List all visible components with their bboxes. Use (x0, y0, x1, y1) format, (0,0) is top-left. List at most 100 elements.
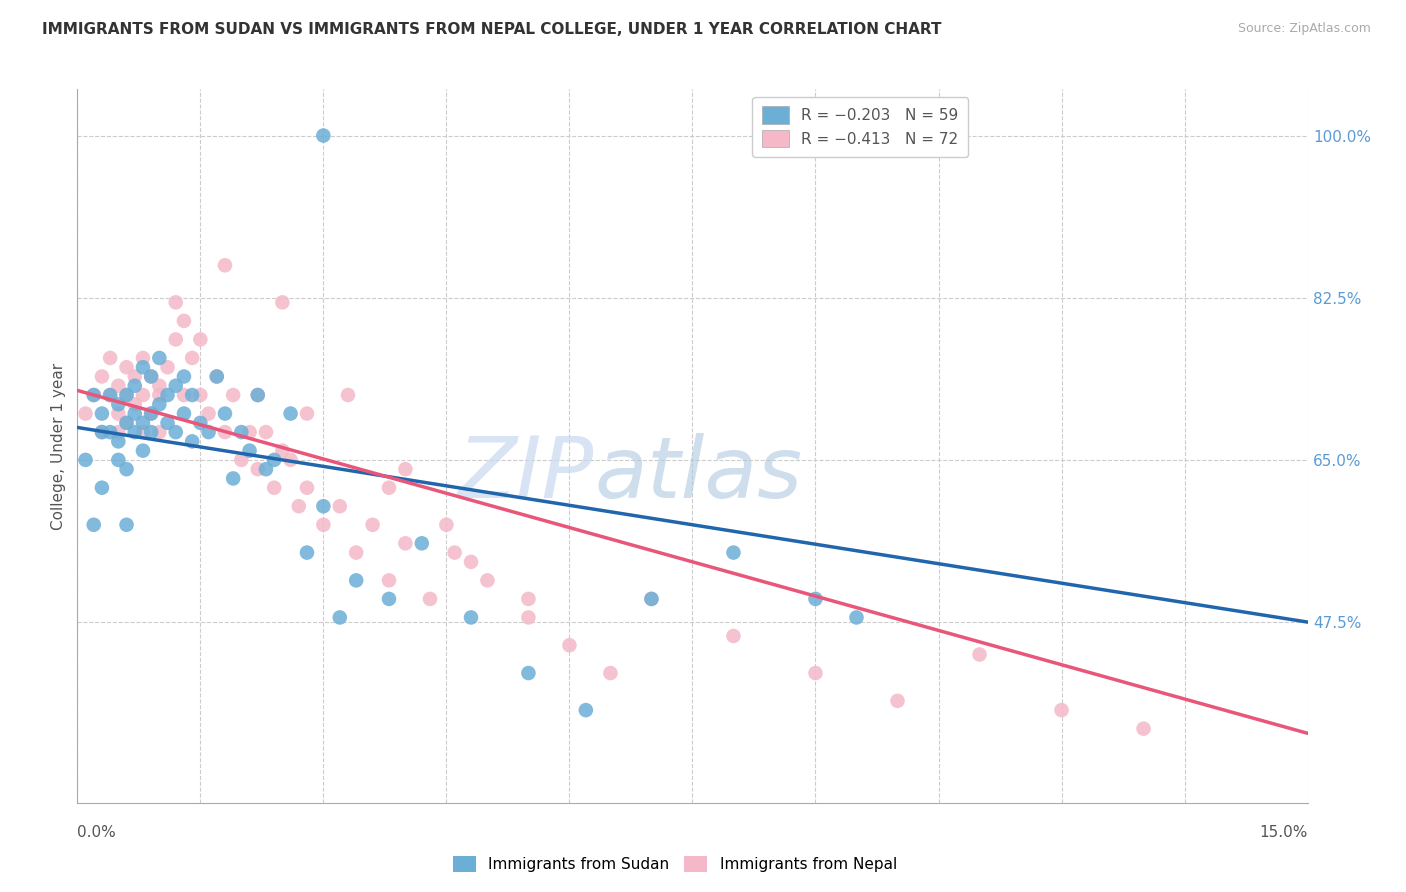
Point (804, 666, 827, 681)
Point (156, 416, 179, 430)
Point (460, 610, 482, 624)
Point (173, 369, 195, 384)
Point (188, 333, 212, 347)
Point (83, 517, 105, 532)
Point (205, 369, 228, 384)
Point (98, 351, 121, 365)
Point (181, 388, 204, 402)
Point (132, 351, 155, 365)
Point (173, 388, 195, 402)
Point (90, 425, 114, 439)
Point (148, 378, 170, 392)
Point (148, 388, 170, 402)
Point (156, 360, 179, 375)
Point (804, 591, 827, 606)
Point (460, 555, 482, 569)
Point (477, 574, 499, 588)
Point (231, 453, 253, 467)
Point (107, 378, 129, 392)
Point (886, 694, 908, 708)
Point (344, 574, 367, 588)
Point (411, 536, 433, 550)
Point (197, 407, 219, 421)
Point (723, 545, 745, 559)
Point (107, 434, 129, 449)
Point (312, 500, 335, 514)
Point (75, 407, 97, 421)
Point (295, 407, 318, 421)
Point (214, 258, 236, 272)
Point (165, 295, 187, 310)
Point (263, 481, 285, 495)
Point (378, 574, 401, 588)
Point (288, 500, 311, 514)
Point (280, 453, 302, 467)
Point (115, 416, 138, 430)
Point (969, 648, 991, 662)
Point (181, 434, 204, 449)
Point (115, 388, 138, 402)
Point (419, 591, 441, 606)
Point (394, 462, 416, 476)
Text: ZIP: ZIP (458, 433, 595, 516)
Point (231, 425, 253, 439)
Point (83, 388, 105, 402)
Point (197, 425, 219, 439)
Point (295, 481, 318, 495)
Point (115, 360, 138, 375)
Point (443, 545, 465, 559)
Point (214, 407, 236, 421)
Point (141, 425, 163, 439)
Point (239, 425, 262, 439)
Point (361, 517, 384, 532)
Point (148, 351, 170, 365)
Point (98, 425, 121, 439)
Point (188, 388, 212, 402)
Point (254, 425, 277, 439)
Point (337, 388, 360, 402)
Point (107, 453, 129, 467)
Point (83, 388, 105, 402)
Point (517, 591, 540, 606)
Point (107, 407, 129, 421)
Point (517, 610, 540, 624)
Point (1050, 703, 1073, 717)
Point (254, 462, 277, 476)
Point (115, 517, 138, 532)
Point (132, 416, 155, 430)
Point (558, 638, 581, 652)
Point (115, 462, 138, 476)
Point (132, 425, 155, 439)
Point (132, 443, 155, 458)
Point (165, 425, 187, 439)
Point (436, 517, 458, 532)
Text: IMMIGRANTS FROM SUDAN VS IMMIGRANTS FROM NEPAL COLLEGE, UNDER 1 YEAR CORRELATION: IMMIGRANTS FROM SUDAN VS IMMIGRANTS FROM… (42, 22, 942, 37)
Point (141, 407, 163, 421)
Point (124, 378, 146, 392)
Point (115, 388, 138, 402)
Point (1132, 722, 1154, 736)
Point (132, 360, 155, 375)
Point (107, 425, 129, 439)
Point (98, 388, 121, 402)
Point (165, 378, 187, 392)
Point (329, 500, 352, 514)
Point (148, 397, 170, 411)
Point (271, 443, 294, 458)
Point (205, 369, 228, 384)
Y-axis label: College, Under 1 year: College, Under 1 year (51, 362, 66, 530)
Point (378, 591, 401, 606)
Point (640, 591, 662, 606)
Point (246, 388, 269, 402)
Point (75, 453, 97, 467)
Point (90, 425, 114, 439)
Legend: Immigrants from Sudan, Immigrants from Nepal: Immigrants from Sudan, Immigrants from N… (446, 848, 904, 880)
Point (239, 443, 262, 458)
Point (222, 471, 245, 485)
Point (246, 462, 269, 476)
Point (312, 517, 335, 532)
Point (165, 333, 187, 347)
Point (98, 388, 121, 402)
Point (181, 351, 204, 365)
Point (517, 666, 540, 681)
